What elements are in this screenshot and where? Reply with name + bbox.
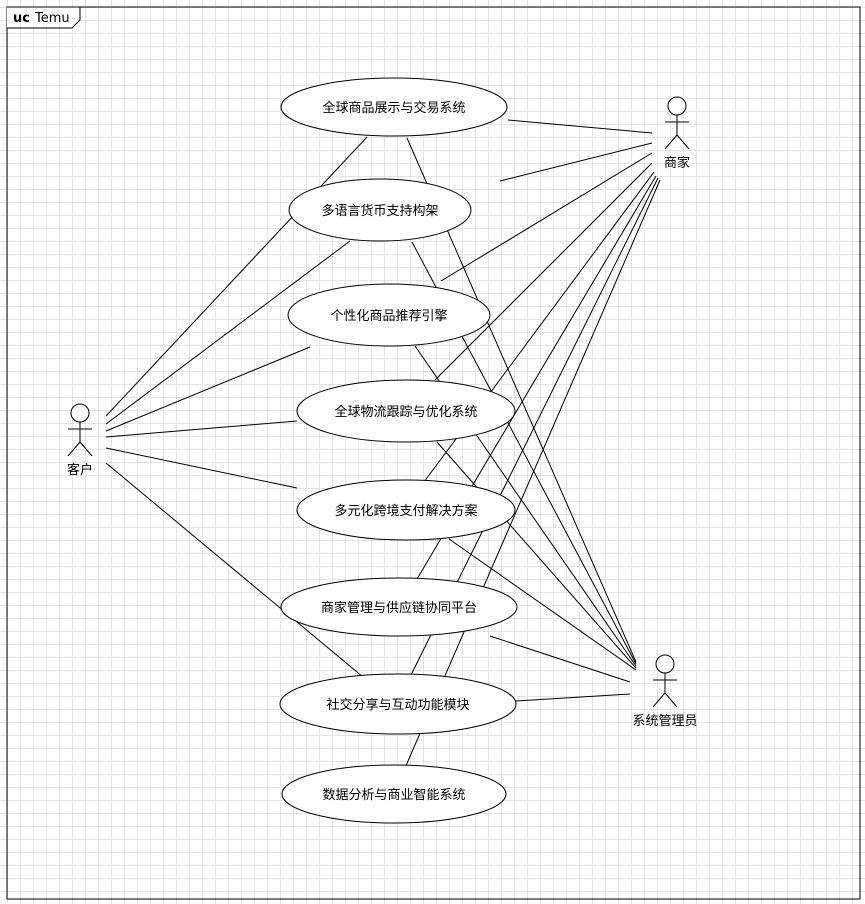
- assoc-merchant-uc4: [434, 162, 653, 381]
- actor-system-admin-label: 系统管理员: [632, 714, 697, 729]
- actor-customer[interactable]: [67, 403, 93, 457]
- assoc-merchant-uc3: [440, 152, 653, 282]
- assoc-merchant-uc2: [499, 142, 653, 182]
- use-case-2[interactable]: 多语言货币支持构架: [288, 178, 472, 242]
- use-case-label: 个性化商品推荐引擎: [330, 309, 447, 324]
- system-frame: [6, 6, 861, 900]
- assoc-customer-uc4: [105, 420, 298, 438]
- frame-label: uc Temu: [13, 11, 70, 26]
- assoc-admin-uc7: [515, 693, 631, 702]
- use-case-5[interactable]: 多元化跨境支付解决方案: [296, 479, 516, 541]
- assoc-merchant-uc1: [507, 119, 653, 134]
- stick-figure-icon: [655, 654, 675, 674]
- use-case-label: 全球商品展示与交易系统: [322, 100, 465, 116]
- assoc-admin-uc4: [436, 441, 637, 669]
- actor-merchant[interactable]: [664, 96, 690, 150]
- assoc-customer-uc5: [105, 447, 298, 489]
- use-case-7[interactable]: 社交分享与互动功能模块: [279, 673, 517, 735]
- assoc-customer-uc2: [105, 240, 351, 425]
- stick-figure-icon: [70, 403, 90, 423]
- use-case-1[interactable]: 全球商品展示与交易系统: [280, 77, 508, 137]
- use-case-label: 多语言货币支持构架: [321, 203, 438, 219]
- use-case-4[interactable]: 全球物流跟踪与优化系统: [296, 379, 516, 443]
- use-case-3[interactable]: 个性化商品推荐引擎: [287, 283, 491, 347]
- assoc-admin-uc6: [489, 635, 631, 683]
- use-case-label: 全球物流跟踪与优化系统: [334, 404, 477, 420]
- use-case-label: 数据分析与商业智能系统: [322, 788, 465, 803]
- use-case-label: 商家管理与供应链协同平台: [321, 600, 477, 616]
- use-case-6[interactable]: 商家管理与供应链协同平台: [280, 577, 518, 637]
- use-case-label: 社交分享与互动功能模块: [326, 697, 469, 713]
- assoc-admin-uc5: [448, 538, 637, 671]
- actor-merchant-label: 商家: [664, 155, 690, 171]
- frame-tab: [7, 6, 81, 29]
- assoc-customer-uc7: [105, 462, 364, 678]
- assoc-customer-uc3: [105, 346, 311, 432]
- use-case-8[interactable]: 数据分析与商业智能系统: [281, 764, 507, 824]
- actor-customer-label: 客户: [67, 462, 93, 478]
- assoc-merchant-uc8: [404, 179, 661, 769]
- use-case-label: 多元化跨境支付解决方案: [334, 503, 477, 519]
- assoc-customer-uc1: [105, 136, 368, 417]
- actor-system-admin[interactable]: [652, 654, 678, 708]
- stick-figure-icon: [667, 96, 687, 116]
